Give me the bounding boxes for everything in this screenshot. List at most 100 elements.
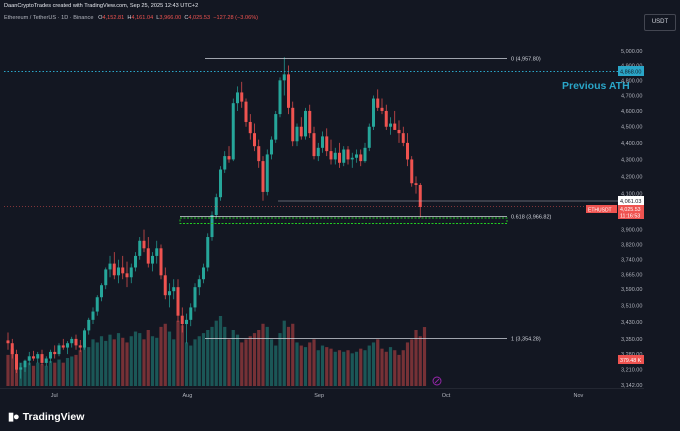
candle [117, 259, 120, 284]
candle [214, 193, 218, 219]
volume-bar [329, 348, 333, 386]
close-value: 4,025.53 [188, 15, 211, 21]
volume-bar [146, 330, 150, 386]
candle [367, 123, 371, 152]
support-zone[interactable] [179, 217, 508, 224]
time-tick-label: Jul [51, 393, 58, 399]
candle-body [346, 149, 350, 160]
volume-bar [61, 362, 65, 386]
candle [389, 117, 392, 135]
candle [414, 176, 418, 194]
candle-body [265, 154, 269, 192]
candle-body [100, 285, 103, 298]
volume-bar [316, 350, 320, 386]
candle-body [223, 156, 227, 170]
candle [78, 339, 82, 352]
volume-bar [172, 339, 176, 386]
volume-bar [320, 345, 325, 386]
low-value: 3,966.00 [159, 15, 182, 21]
tradingview-logo[interactable]: ▮● TradingView [8, 410, 85, 424]
candle [376, 89, 380, 111]
candle-body [282, 74, 286, 81]
high-label: H [127, 15, 132, 21]
volume-bar [112, 339, 116, 386]
price-chart[interactable]: Previous ATH 0 (4,957.80) 0.618 (3,966.8… [0, 0, 680, 400]
volume-bar [244, 339, 248, 386]
candle [219, 166, 222, 201]
candle-body [380, 107, 384, 111]
volume-bar [176, 320, 180, 386]
candle-body [40, 354, 44, 363]
time-scale[interactable]: Jul Aug Sep Oct Nov [51, 393, 584, 399]
last-price-text: 4,025.53 [620, 207, 641, 213]
candle [163, 267, 167, 300]
volume-bar [70, 356, 74, 386]
close-label: C [184, 15, 189, 21]
volume-bar [393, 350, 397, 386]
volume-bar [261, 323, 265, 386]
currency-button[interactable]: USDT [644, 14, 676, 31]
volume-bars [6, 316, 427, 386]
volume-bar [376, 339, 380, 386]
candle [321, 131, 324, 153]
candle-body [78, 345, 82, 348]
candle-body [104, 269, 108, 286]
candle-body [32, 356, 35, 359]
candle [180, 307, 184, 333]
candle-body [57, 345, 61, 355]
candle-body [325, 136, 329, 152]
volume-bar [363, 350, 367, 386]
volume-bar [325, 347, 329, 386]
volume-bar [354, 351, 359, 386]
candle-body [74, 338, 78, 346]
candle-body [197, 279, 201, 288]
volume-bar [299, 345, 303, 386]
volume-bar [206, 330, 210, 386]
volume-bar [87, 347, 91, 386]
open-label: O [98, 15, 103, 21]
candle [61, 338, 65, 350]
candle-body [397, 129, 401, 134]
candle-body [87, 319, 91, 331]
candle-body [304, 110, 307, 137]
candle-body [308, 110, 312, 134]
candle-body [355, 154, 358, 158]
volume-bar [333, 351, 337, 386]
candle [125, 261, 129, 288]
candle [312, 126, 316, 160]
price-tick-label: 4,800.00 [621, 78, 642, 84]
volume-bar [359, 348, 363, 386]
volume-bar [342, 351, 346, 386]
candle-body [274, 114, 278, 140]
volume-bar [189, 345, 193, 386]
candle [23, 359, 27, 372]
volume-bar [346, 350, 350, 386]
price-tick-label: 3,665.00 [621, 272, 642, 278]
open-value: 4,152.81 [102, 15, 125, 21]
candle [40, 349, 44, 366]
volume-bar [282, 320, 286, 386]
chart-credit: DaanCryptoTrades created with TradingVie… [4, 3, 199, 9]
candle-body [291, 107, 295, 142]
candle [87, 317, 91, 335]
volume-bar [23, 367, 27, 386]
candle-body [393, 123, 397, 130]
price-tick-label: 3,590.00 [621, 287, 642, 293]
candle [393, 110, 397, 130]
volume-bar [235, 334, 240, 386]
candle-body [66, 343, 69, 348]
candle-body [376, 98, 380, 108]
candle-body [227, 156, 231, 160]
symbol-name[interactable]: Ethereum / TetherUS · 1D · Binance [4, 15, 94, 21]
volume-bar [10, 348, 14, 386]
volume-bar [223, 326, 227, 386]
candle [240, 81, 244, 108]
candle [316, 142, 320, 162]
candle [10, 338, 14, 359]
candle [380, 98, 384, 115]
replay-icon[interactable] [432, 376, 442, 386]
candle [397, 120, 401, 143]
candle-body [270, 139, 273, 155]
candle-body [231, 103, 235, 160]
brand-name: TradingView [22, 410, 85, 423]
